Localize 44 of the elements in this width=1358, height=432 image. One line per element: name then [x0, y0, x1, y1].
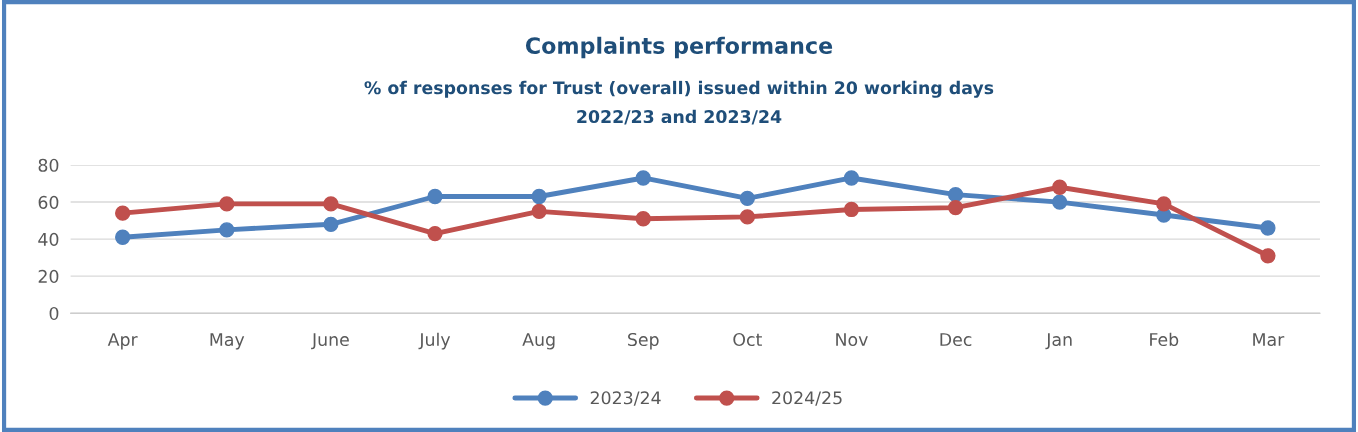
- y-tick-label: 80: [38, 158, 59, 172]
- x-tick-label: May: [210, 333, 245, 350]
- point: [739, 209, 755, 225]
- point: [635, 211, 651, 227]
- x-tick-label: Mar: [1253, 333, 1285, 347]
- x-tick-label: June: [311, 333, 349, 350]
- x-tick-label: Aug: [522, 333, 555, 350]
- point: [323, 216, 339, 232]
- point: [219, 222, 235, 238]
- point: [531, 188, 547, 205]
- point: [843, 201, 860, 218]
- y-tick-label: 20: [38, 269, 59, 283]
- y-tick-label: 0: [49, 306, 59, 321]
- legend-label: 2023/24: [590, 391, 661, 406]
- point: [843, 170, 860, 186]
- x-tick-label: Feb: [1150, 332, 1179, 347]
- point: [115, 229, 131, 245]
- point: [427, 188, 443, 205]
- x-tick-label: Jan: [1045, 333, 1072, 350]
- chart-subtitle: % of responses for Trust (overall) issued within 20 working days 2022/23 and 2023/24: [364, 80, 994, 125]
- point: [947, 187, 964, 203]
- point: [1052, 179, 1068, 195]
- x-tick-label: Nov: [836, 333, 868, 347]
- x-tick-label: July: [418, 332, 451, 350]
- y-tick-label: 60: [38, 195, 59, 209]
- point: [115, 205, 131, 221]
- point: [219, 196, 235, 212]
- x-tick-label: Dec: [940, 333, 972, 347]
- point: [427, 225, 443, 242]
- chart-title: Complaints performance: [525, 36, 833, 59]
- point: [947, 199, 964, 216]
- point: [1156, 196, 1172, 212]
- point: [531, 203, 547, 219]
- legend-label: 2024/25: [772, 391, 842, 406]
- point: [1260, 248, 1276, 264]
- point: [635, 170, 651, 186]
- x-tick-label: Oct: [733, 332, 762, 347]
- point: [1052, 194, 1068, 210]
- x-tick-label: Sep: [628, 332, 659, 350]
- point: [739, 190, 755, 207]
- y-tick-label: 40: [38, 232, 59, 246]
- point: [323, 196, 339, 212]
- x-tick-label: Apr: [107, 333, 138, 350]
- point: [1260, 220, 1276, 236]
